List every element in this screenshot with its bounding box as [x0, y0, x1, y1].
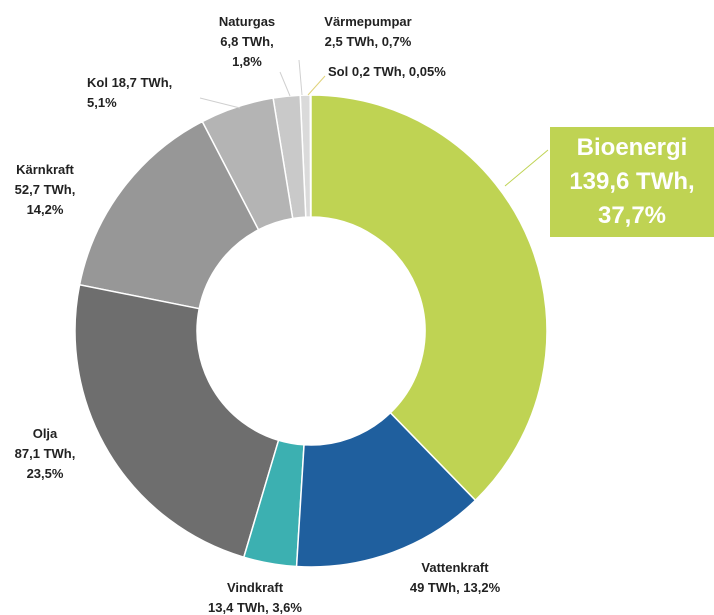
value-label: 87,1 TWh, 23,5% [14, 446, 76, 481]
donut-slice [310, 94, 548, 502]
category-label: Naturgas [218, 14, 276, 29]
category-label: Olja [32, 426, 58, 441]
data-label: Kärnkraft 52,7 TWh, 14,2% [5, 160, 85, 220]
category-label: Sol [328, 64, 349, 79]
donut-slice [295, 411, 477, 568]
data-label: Värmepumpar 2,5 TWh, 0,7% [298, 12, 438, 52]
leader-line [279, 71, 291, 97]
value-label: 6,8 TWh, 1,8% [220, 34, 274, 69]
category-label: Kol [87, 75, 108, 90]
leader-line [504, 149, 549, 187]
value-label: 139,6 TWh, 37,7% [569, 168, 695, 229]
category-label: Vindkraft [226, 580, 284, 595]
value-label: 13,4 TWh, 3,6% [208, 600, 302, 615]
category-label: Kärnkraft [16, 162, 74, 177]
leader-line [307, 75, 326, 96]
data-label: Sol 0,2 TWh, 0,05% [328, 62, 528, 82]
category-label: Bioenergi [576, 134, 688, 161]
leader-lines [199, 59, 549, 187]
value-label: 0,2 TWh, 0,05% [351, 64, 446, 79]
value-label: 18,7 TWh, 5,1% [87, 75, 173, 110]
data-label: Naturgas 6,8 TWh, 1,8% [207, 12, 287, 72]
donut-slice [272, 94, 307, 220]
data-label: Bioenergi 139,6 TWh, 37,7% [550, 127, 714, 237]
donut-slice [242, 439, 305, 568]
value-label: 49 TWh, 13,2% [409, 580, 501, 595]
data-label: Kol 18,7 TWh, 5,1% [87, 73, 197, 113]
leader-line [298, 59, 303, 96]
value-label: 52,7 TWh, 14,2% [14, 182, 76, 217]
donut-slice [74, 283, 280, 559]
donut-slice [201, 97, 294, 231]
data-label: Olja 87,1 TWh, 23,5% [5, 424, 85, 484]
value-label: 2,5 TWh, 0,7% [324, 34, 412, 49]
leader-line [199, 97, 241, 109]
data-label: Vattenkraft 49 TWh, 13,2% [375, 558, 535, 598]
data-label: Vindkraft 13,4 TWh, 3,6% [195, 578, 315, 615]
category-label: Värmepumpar [324, 14, 412, 29]
donut-slice [78, 120, 260, 310]
category-label: Vattenkraft [421, 560, 489, 575]
